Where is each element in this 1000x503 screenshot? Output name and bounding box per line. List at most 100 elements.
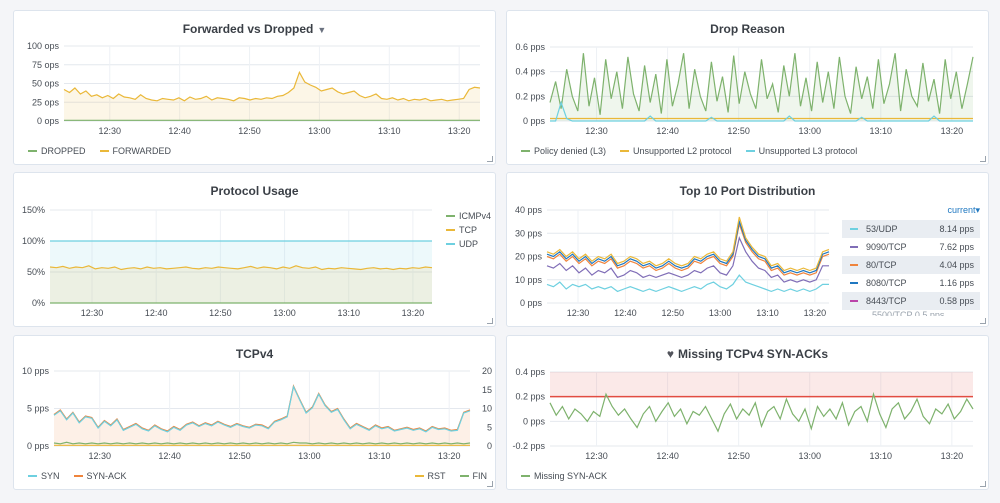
legend: Missing SYN-ACK xyxy=(521,471,607,481)
legend-item-forwarded[interactable]: FORWARDED xyxy=(99,146,171,156)
y-tick-label: 0.4 pps xyxy=(515,67,545,77)
legend-item-unsupported-l2[interactable]: Unsupported L2 protocol xyxy=(620,146,732,156)
x-tick-label: 13:20 xyxy=(804,308,827,318)
panel-protocol-usage: Protocol Usage 150% 100% 50% 0% 12:30 12:40 12… xyxy=(13,172,496,327)
y-tick-label: 0.2 pps xyxy=(515,392,545,402)
y-tick-label: 75 ops xyxy=(32,60,60,70)
column-header-label[interactable]: current xyxy=(947,205,976,215)
x-tick-label: 12:30 xyxy=(585,126,608,136)
legend-item-syn-ack[interactable]: SYN-ACK xyxy=(73,471,127,481)
legend-item-policy-denied[interactable]: Policy denied (L3) xyxy=(521,146,606,156)
x-tick-label: 12:30 xyxy=(81,308,104,318)
x-tick-label: 12:30 xyxy=(98,126,121,136)
port-value: 8.14 pps xyxy=(939,224,974,234)
panel-title[interactable]: Drop Reason xyxy=(710,22,785,36)
legend-item-udp[interactable]: UDP xyxy=(446,239,491,249)
legend-swatch xyxy=(521,475,530,477)
legend-label: FIN xyxy=(472,471,488,481)
legend-item-fin[interactable]: FIN xyxy=(459,471,488,481)
legend-swatch xyxy=(850,282,858,284)
resize-handle[interactable] xyxy=(487,481,493,487)
panel-title[interactable]: Protocol Usage xyxy=(210,184,299,198)
legend-swatch xyxy=(28,475,37,477)
legend-row[interactable]: 8080/TCP 1.16 pps xyxy=(842,274,980,292)
series-line xyxy=(549,53,974,115)
sort-column-header[interactable]: current▾ xyxy=(842,205,980,220)
top-ports-chart: 40 pps 30 pps 20 pps 10 pps 0 pps 12:30 12:40 1… xyxy=(515,205,830,318)
y-tick-label: 150% xyxy=(22,205,45,215)
legend-swatch xyxy=(521,150,530,152)
x-tick-label: 13:20 xyxy=(448,126,471,136)
y-tick-label: -0.2 pps xyxy=(512,441,545,451)
legend-row[interactable]: 53/UDP 8.14 pps xyxy=(842,220,980,238)
legend-swatch xyxy=(850,228,858,230)
resize-handle[interactable] xyxy=(487,156,493,162)
legend-item-syn[interactable]: SYN xyxy=(28,471,60,481)
panel-drop-reason: Drop Reason 0.6 pps 0.4 pps 0.2 pps 0 pps 12… xyxy=(506,10,989,165)
x-tick-label: 12:50 xyxy=(727,451,750,461)
series-line xyxy=(63,70,481,102)
panel-title[interactable]: Top 10 Port Distribution xyxy=(679,184,816,198)
threshold-region xyxy=(550,372,973,397)
legend-item-rst[interactable]: RST xyxy=(414,471,446,481)
x-tick-label: 12:50 xyxy=(662,308,685,318)
series-line xyxy=(546,221,830,276)
legend-item-dropped[interactable]: DROPPED xyxy=(28,146,86,156)
x-tick-label: 13:20 xyxy=(941,126,964,136)
resize-handle[interactable] xyxy=(487,318,493,324)
legend-row[interactable]: 80/TCP 4.04 pps xyxy=(842,256,980,274)
legend-label: DROPPED xyxy=(41,146,86,156)
chevron-down-icon[interactable]: ▼ xyxy=(317,25,327,35)
resize-handle[interactable] xyxy=(980,481,986,487)
legend-item-tcp[interactable]: TCP xyxy=(446,225,491,235)
x-tick-label: 13:00 xyxy=(308,126,331,136)
legend-swatch xyxy=(459,475,469,477)
legend-swatch xyxy=(745,150,755,152)
x-tick-label: 13:00 xyxy=(298,451,321,461)
x-tick-label: 12:30 xyxy=(567,308,590,318)
y-tick-label: 25 ops xyxy=(32,97,60,107)
x-tick-label: 13:00 xyxy=(273,308,296,318)
series-line xyxy=(546,216,830,272)
resize-handle[interactable] xyxy=(980,156,986,162)
panel-title-text[interactable]: Forwarded vs Dropped xyxy=(182,22,314,36)
port-value: 1.16 pps xyxy=(939,278,974,288)
sort-desc-icon[interactable]: ▾ xyxy=(975,205,980,215)
resize-handle[interactable] xyxy=(980,318,986,324)
y-tick-label: 30 pps xyxy=(515,228,543,238)
legend: ICMPv4 TCP UDP xyxy=(446,211,491,249)
x-tick-label: 13:20 xyxy=(941,451,964,461)
port-name: 9090/TCP xyxy=(866,242,907,252)
panel-title[interactable]: TCPv4 xyxy=(235,347,274,361)
series-area xyxy=(50,241,432,303)
y-tick-label: 0 pps xyxy=(520,298,543,308)
series-line xyxy=(53,384,471,433)
y2-tick-label: 10 xyxy=(482,404,492,414)
x-tick-label: 12:50 xyxy=(209,308,232,318)
series-line xyxy=(49,265,433,271)
series-line xyxy=(546,274,829,293)
series-line xyxy=(550,100,973,122)
legend-row-partial[interactable]: 5500/TCP 0.5 pps xyxy=(872,310,945,316)
x-tick-label: 12:30 xyxy=(88,451,111,461)
x-tick-label: 13:20 xyxy=(438,451,461,461)
legend-swatch xyxy=(850,264,858,266)
legend-row[interactable]: 9090/TCP 7.62 pps xyxy=(842,238,980,256)
panel-title-text[interactable]: Missing TCPv4 SYN-ACKs xyxy=(678,347,829,361)
x-tick-label: 13:20 xyxy=(402,308,425,318)
panel-title[interactable]: ♥ Missing TCPv4 SYN-ACKs xyxy=(507,347,988,361)
x-tick-label: 13:10 xyxy=(870,451,893,461)
legend-item-missing-syn-ack[interactable]: Missing SYN-ACK xyxy=(521,471,607,481)
legend-row[interactable]: 8443/TCP 0.58 pps xyxy=(842,292,980,310)
x-tick-label: 12:40 xyxy=(145,308,168,318)
panel-missing-syn-acks: ♥ Missing TCPv4 SYN-ACKs 0.4 pps 0.2 pps 0 … xyxy=(506,335,989,490)
legend-swatch xyxy=(620,150,630,152)
x-tick-label: 12:50 xyxy=(228,451,251,461)
legend-item-icmpv4[interactable]: ICMPv4 xyxy=(446,211,491,221)
y-tick-label: 0.2 pps xyxy=(515,91,545,101)
panel-title[interactable]: Forwarded vs Dropped ▼ xyxy=(14,22,495,36)
series-area xyxy=(54,386,470,446)
legend-item-unsupported-l3[interactable]: Unsupported L3 protocol xyxy=(745,146,857,156)
drop-reason-chart: 0.6 pps 0.4 pps 0.2 pps 0 pps 12:30 12:40 12:5… xyxy=(515,42,974,136)
y-tick-label: 20 pps xyxy=(515,252,543,262)
